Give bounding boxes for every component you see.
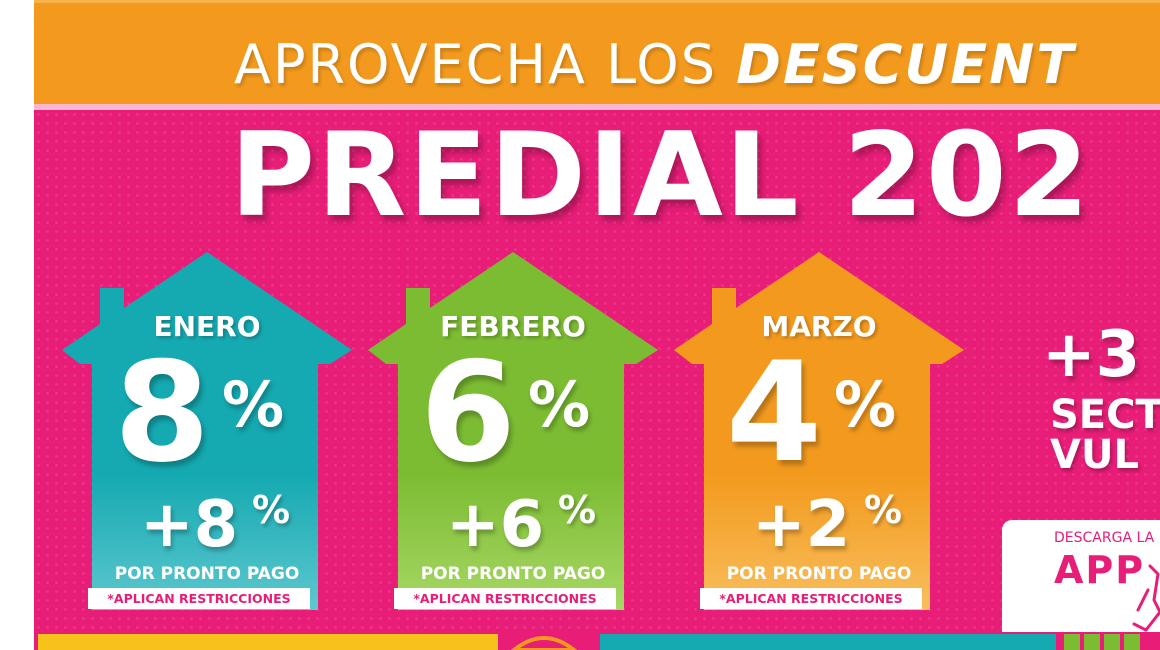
- extra-discount-value: +2: [752, 488, 851, 562]
- discount-percent-sign: %: [222, 368, 285, 441]
- extra-discount-percent-sign: %: [864, 488, 903, 532]
- banner-text-bold: DESCUENT: [736, 33, 1076, 96]
- month-label: FEBRERO: [440, 310, 586, 343]
- discount-value: 6: [420, 332, 517, 493]
- pronto-pago-label: POR PRONTO PAGO: [114, 564, 300, 584]
- extra-discount-percent-sign: %: [558, 488, 597, 532]
- restrictions-label: *APLICAN RESTRICCIONES: [88, 588, 310, 609]
- house-shape: [674, 252, 964, 610]
- side-line-2: VUL: [1050, 432, 1139, 478]
- app-label: APP: [1054, 548, 1146, 592]
- flyer: APROVECHA LOS DESCUENT PREDIAL 202 ENERO…: [34, 0, 1160, 650]
- extra-discount-value: +8: [140, 488, 239, 562]
- month-label: ENERO: [153, 310, 261, 343]
- discount-percent-sign: %: [834, 368, 897, 441]
- extra-discount-percent-sign: %: [252, 488, 291, 532]
- pronto-pago-label: POR PRONTO PAGO: [420, 564, 606, 584]
- discount-value: 8: [114, 332, 211, 493]
- restrictions-label: *APLICAN RESTRICCIONES: [700, 588, 922, 609]
- discount-value: 4: [726, 332, 823, 493]
- hand-phone-icon: [1132, 564, 1160, 632]
- house-shape: [368, 252, 658, 610]
- house-card-enero: ENERO 8 % +8 % POR PRONTO PAGO *APLICAN …: [62, 252, 352, 610]
- top-banner: APROVECHA LOS DESCUENT: [34, 0, 1160, 110]
- banner-text-regular: APROVECHA LOS: [234, 33, 737, 96]
- house-shape: [62, 252, 352, 610]
- download-label: DESCARGA LA: [1054, 530, 1155, 546]
- restrictions-label: *APLICAN RESTRICCIONES: [394, 588, 616, 609]
- main-title: PREDIAL 202: [230, 108, 1092, 243]
- side-discount: +3: [1042, 318, 1141, 392]
- bottom-decoration: [34, 632, 1160, 650]
- download-app-box[interactable]: DESCARGA LA APP: [1002, 520, 1160, 640]
- banner-text: APROVECHA LOS DESCUENT: [234, 33, 1075, 96]
- month-label: MARZO: [761, 310, 877, 343]
- banner-divider: [34, 104, 1160, 110]
- discount-percent-sign: %: [528, 368, 591, 441]
- pronto-pago-label: POR PRONTO PAGO: [726, 564, 912, 584]
- house-card-febrero: FEBRERO 6 % +6 % POR PRONTO PAGO *APLICA…: [368, 252, 658, 610]
- side-line-1: SECT: [1050, 392, 1160, 438]
- house-card-marzo: MARZO 4 % +2 % POR PRONTO PAGO *APLICAN …: [674, 252, 964, 610]
- extra-discount-value: +6: [446, 488, 545, 562]
